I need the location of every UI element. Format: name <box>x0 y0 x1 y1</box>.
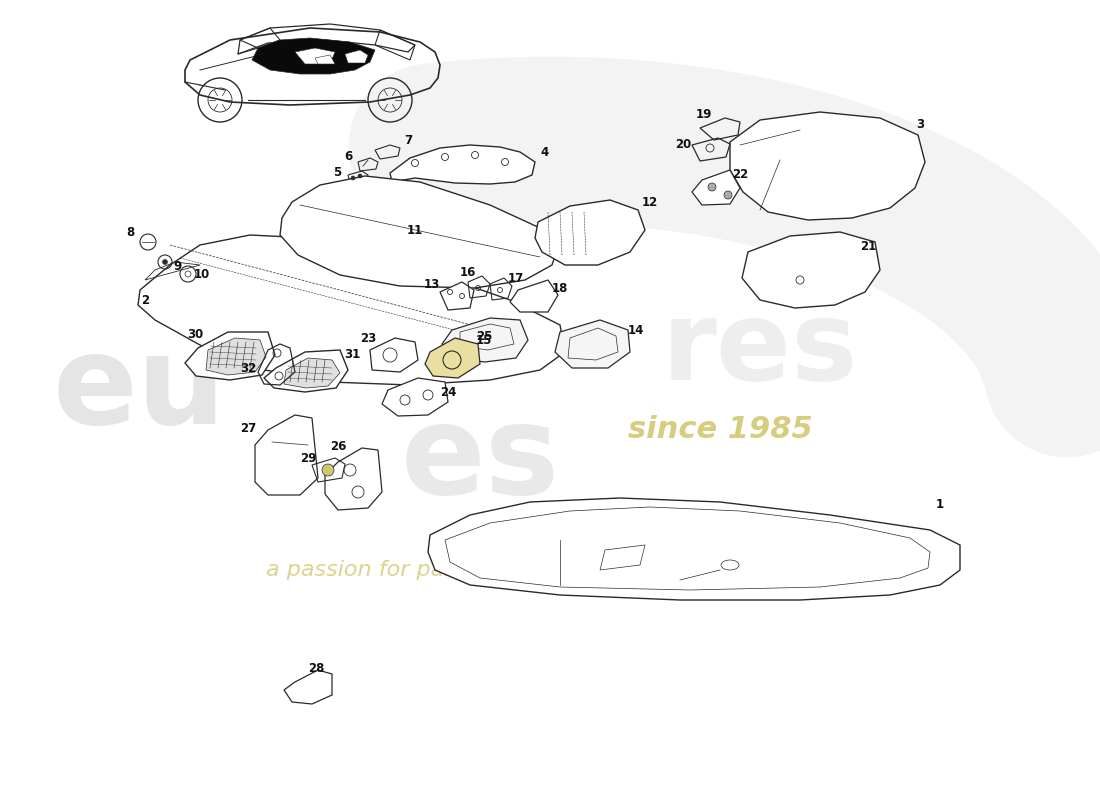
Polygon shape <box>185 332 275 380</box>
Polygon shape <box>370 338 418 372</box>
Text: 29: 29 <box>300 451 316 465</box>
Text: 4: 4 <box>541 146 549 158</box>
Text: 1: 1 <box>936 498 944 511</box>
Text: es: es <box>400 399 560 521</box>
Text: 11: 11 <box>407 223 424 237</box>
Polygon shape <box>692 170 740 205</box>
Text: 30: 30 <box>187 329 204 342</box>
Text: 6: 6 <box>344 150 352 162</box>
Polygon shape <box>295 48 336 64</box>
Polygon shape <box>742 232 880 308</box>
Text: res: res <box>662 297 858 403</box>
Circle shape <box>163 259 167 265</box>
Text: 27: 27 <box>240 422 256 434</box>
Text: 7: 7 <box>404 134 412 146</box>
Text: 15: 15 <box>476 334 492 346</box>
Polygon shape <box>382 378 448 416</box>
Text: 19: 19 <box>696 109 712 122</box>
Polygon shape <box>730 112 925 220</box>
Text: 31: 31 <box>344 349 360 362</box>
Text: eu: eu <box>53 330 227 450</box>
Polygon shape <box>315 55 336 64</box>
Circle shape <box>358 174 362 178</box>
Polygon shape <box>440 282 474 310</box>
Text: 25: 25 <box>476 330 492 343</box>
Polygon shape <box>442 318 528 362</box>
Polygon shape <box>264 350 348 392</box>
Text: a passion for parts: a passion for parts <box>266 560 474 580</box>
Text: 20: 20 <box>675 138 691 151</box>
Polygon shape <box>428 498 960 600</box>
Text: 21: 21 <box>860 239 876 253</box>
Circle shape <box>724 191 732 199</box>
Text: 3: 3 <box>916 118 924 131</box>
Circle shape <box>708 183 716 191</box>
Polygon shape <box>284 358 340 388</box>
Text: 32: 32 <box>240 362 256 374</box>
Text: 14: 14 <box>628 323 645 337</box>
Text: 13: 13 <box>424 278 440 291</box>
Polygon shape <box>280 176 558 288</box>
Text: 24: 24 <box>440 386 456 398</box>
Text: 8: 8 <box>125 226 134 238</box>
Text: 9: 9 <box>174 259 183 273</box>
Polygon shape <box>556 320 630 368</box>
Text: 10: 10 <box>194 267 210 281</box>
Text: since 1985: since 1985 <box>628 415 813 445</box>
Polygon shape <box>138 235 565 385</box>
Text: 12: 12 <box>642 195 658 209</box>
Text: 22: 22 <box>732 169 748 182</box>
Polygon shape <box>252 38 375 74</box>
Text: 5: 5 <box>333 166 341 178</box>
Polygon shape <box>390 145 535 184</box>
Text: 17: 17 <box>508 271 524 285</box>
Polygon shape <box>255 415 318 495</box>
Polygon shape <box>324 448 382 510</box>
Polygon shape <box>510 280 558 312</box>
Polygon shape <box>535 200 645 265</box>
Text: 18: 18 <box>552 282 569 294</box>
Polygon shape <box>425 338 480 378</box>
Text: 23: 23 <box>360 331 376 345</box>
Polygon shape <box>206 338 266 375</box>
Text: 16: 16 <box>460 266 476 278</box>
Polygon shape <box>345 50 368 63</box>
Circle shape <box>322 464 334 476</box>
Text: 26: 26 <box>330 441 346 454</box>
Text: 28: 28 <box>308 662 324 674</box>
Circle shape <box>351 176 355 180</box>
Text: 2: 2 <box>141 294 150 306</box>
